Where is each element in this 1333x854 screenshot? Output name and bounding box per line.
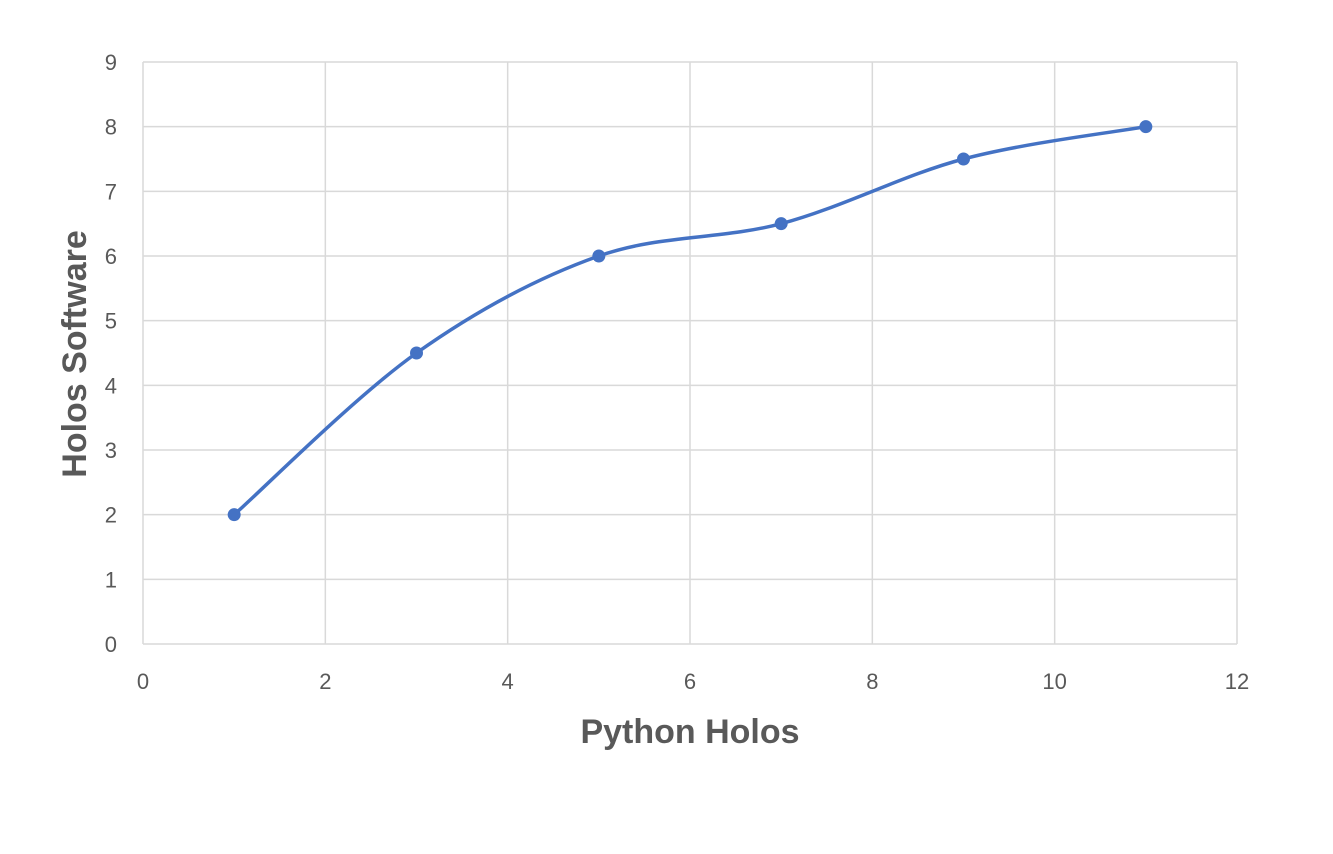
x-tick-label: 4 [502,669,514,694]
x-tick-label: 2 [319,669,331,694]
y-tick-label: 9 [105,50,117,75]
x-tick-label: 0 [137,669,149,694]
data-point [957,152,970,166]
data-point [410,346,423,360]
series-line [232,124,1148,517]
x-tick-label: 6 [684,669,696,694]
data-point [227,508,241,522]
y-axis-title: Holos Software [56,230,94,477]
y-tick-label: 0 [105,632,117,657]
x-axis-title: Python Holos [580,713,799,751]
data-point [1139,120,1153,134]
y-tick-label: 6 [105,244,117,269]
x-axis-ticks: 0 2 4 6 8 10 12 [137,669,1249,694]
y-tick-label: 7 [105,179,117,204]
x-tick-label: 12 [1225,669,1249,694]
data-point [774,217,788,231]
data-point [592,249,606,263]
series-group [227,120,1153,522]
y-tick-label: 4 [105,373,117,398]
y-tick-label: 2 [105,503,117,528]
y-tick-label: 1 [105,567,117,592]
y-axis-ticks: 0 1 2 3 4 5 6 7 8 9 [105,50,117,657]
gridlines [142,61,1238,645]
y-tick-label: 5 [105,309,117,334]
y-tick-label: 3 [105,438,117,463]
y-tick-label: 8 [105,115,117,140]
x-tick-label: 10 [1042,669,1066,694]
x-tick-label: 8 [866,669,878,694]
